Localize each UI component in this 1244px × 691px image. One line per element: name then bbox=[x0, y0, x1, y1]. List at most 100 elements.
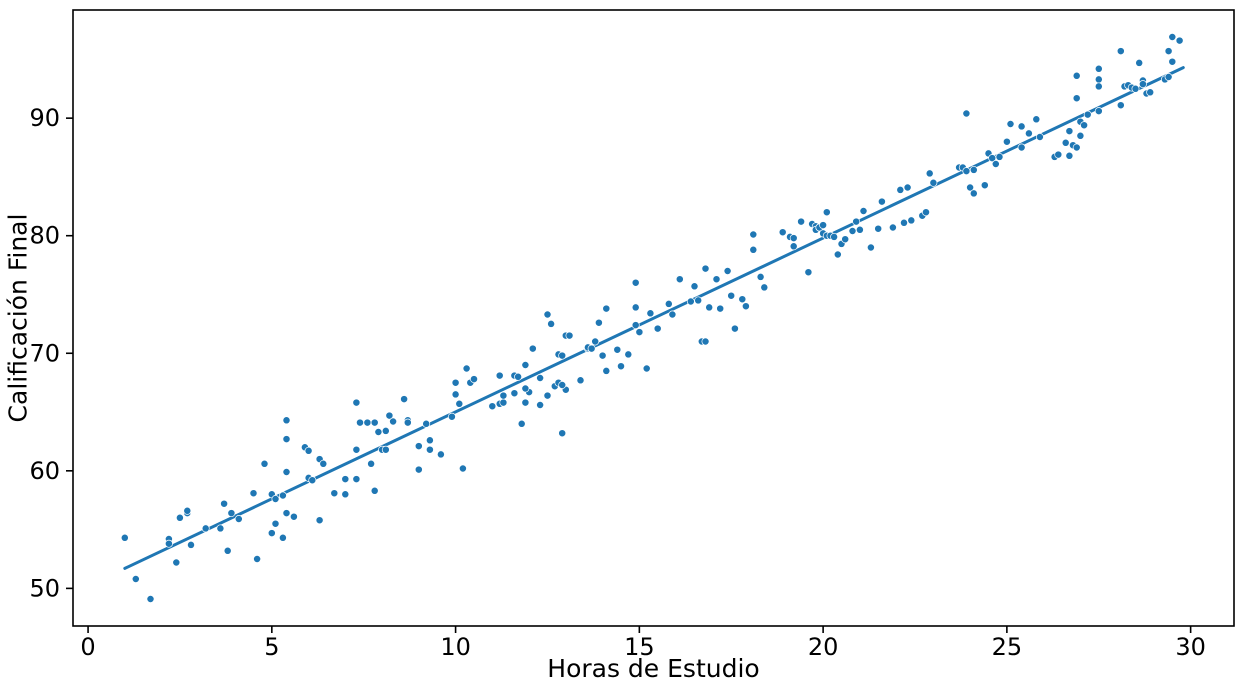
scatter-point bbox=[797, 217, 806, 226]
scatter-point bbox=[730, 324, 739, 333]
scatter-point bbox=[308, 476, 317, 485]
scatter-point bbox=[602, 304, 611, 313]
scatter-point bbox=[690, 282, 699, 291]
scatter-point bbox=[352, 445, 361, 454]
scatter-point bbox=[723, 267, 732, 275]
scatter-point bbox=[631, 278, 640, 287]
scatter-point bbox=[425, 436, 434, 445]
scatter-point bbox=[271, 495, 280, 503]
scatter-point bbox=[341, 475, 350, 484]
scatter-point bbox=[1072, 143, 1081, 152]
scatter-point bbox=[694, 296, 703, 305]
scatter-point bbox=[451, 390, 460, 399]
scatter-point bbox=[120, 533, 129, 542]
scatter-point bbox=[749, 230, 758, 239]
scatter-point bbox=[389, 417, 398, 426]
scatter-point bbox=[436, 450, 445, 459]
scatter-point bbox=[352, 475, 361, 484]
scatter-point bbox=[1024, 129, 1033, 138]
scatter-point bbox=[422, 419, 431, 428]
scatter-point bbox=[187, 540, 195, 549]
scatter-point bbox=[1072, 94, 1081, 103]
x-tick-label: 10 bbox=[440, 633, 471, 661]
scatter-point bbox=[510, 389, 519, 398]
scatter-point bbox=[164, 539, 173, 548]
scatter-point bbox=[1116, 47, 1125, 56]
scatter-point bbox=[642, 364, 651, 373]
scatter-point bbox=[852, 217, 861, 226]
scatter-point bbox=[888, 223, 897, 232]
scatter-point bbox=[980, 181, 989, 190]
scatter-point bbox=[304, 446, 313, 455]
scatter-point bbox=[1065, 151, 1074, 160]
scatter-point bbox=[587, 344, 596, 353]
scatter-point bbox=[374, 428, 383, 436]
scatter-point bbox=[1168, 57, 1177, 66]
scatter-point bbox=[995, 152, 1004, 161]
scatter-point bbox=[370, 418, 379, 427]
scatter-point bbox=[517, 419, 526, 428]
scatter-point bbox=[278, 491, 287, 500]
scatter-point bbox=[543, 391, 552, 400]
scatter-point bbox=[400, 395, 409, 404]
scatter-point bbox=[499, 391, 508, 400]
x-tick-label: 15 bbox=[624, 633, 655, 661]
scatter-point bbox=[455, 399, 464, 408]
scatter-point bbox=[495, 371, 504, 380]
scatter-point bbox=[451, 378, 460, 387]
scatter-point bbox=[447, 412, 456, 421]
scatter-point bbox=[925, 169, 934, 178]
y-tick-label: 80 bbox=[29, 222, 60, 250]
scatter-point bbox=[1116, 101, 1125, 110]
scatter-point bbox=[1032, 115, 1041, 124]
scatter-point bbox=[319, 459, 328, 468]
scatter-point bbox=[282, 509, 291, 518]
x-tick-label: 30 bbox=[1175, 633, 1206, 661]
scatter-point bbox=[1017, 143, 1026, 152]
x-tick-label: 0 bbox=[80, 633, 95, 661]
scatter-point bbox=[403, 418, 412, 427]
scatter-point bbox=[900, 218, 908, 227]
scatter-points bbox=[120, 33, 1184, 603]
scatter-point bbox=[146, 595, 155, 603]
scatter-point bbox=[602, 366, 611, 375]
scatter-point bbox=[962, 109, 971, 118]
scatter-point bbox=[741, 302, 750, 311]
scatter-point bbox=[1175, 36, 1184, 45]
scatter-point bbox=[249, 489, 258, 498]
scatter-point bbox=[1002, 137, 1011, 146]
scatter-point bbox=[966, 183, 975, 192]
scatter-point bbox=[260, 459, 269, 468]
scatter-point bbox=[253, 555, 262, 563]
scatter-point bbox=[278, 533, 287, 542]
scatter-point bbox=[576, 376, 585, 385]
scatter-point bbox=[558, 429, 567, 438]
scatter-point bbox=[962, 167, 971, 176]
scatter-point bbox=[458, 464, 467, 473]
scatter-point bbox=[646, 309, 655, 318]
scatter-point bbox=[635, 328, 644, 337]
scatter-point bbox=[216, 524, 225, 533]
scatter-point bbox=[201, 524, 210, 533]
scatter-point bbox=[675, 275, 684, 284]
scatter-point bbox=[1094, 64, 1103, 73]
x-tick-label: 20 bbox=[808, 633, 839, 661]
scatter-point bbox=[705, 303, 714, 312]
scatter-point bbox=[352, 398, 361, 407]
scatter-point bbox=[470, 375, 478, 384]
scatter-point bbox=[528, 344, 537, 353]
scatter-point bbox=[1083, 110, 1092, 119]
scatter-point bbox=[1072, 71, 1081, 80]
x-axis-label: Horas de Estudio bbox=[547, 654, 760, 683]
scatter-point bbox=[859, 207, 868, 215]
scatter-point bbox=[521, 384, 530, 393]
scatter-point bbox=[617, 362, 625, 371]
scatter-point bbox=[131, 575, 140, 583]
scatter-point bbox=[848, 227, 857, 235]
scatter-point bbox=[822, 208, 831, 217]
scatter-point bbox=[804, 268, 813, 277]
scatter-point bbox=[341, 490, 350, 499]
scatter-point bbox=[367, 459, 376, 468]
scatter-point bbox=[1168, 33, 1177, 41]
